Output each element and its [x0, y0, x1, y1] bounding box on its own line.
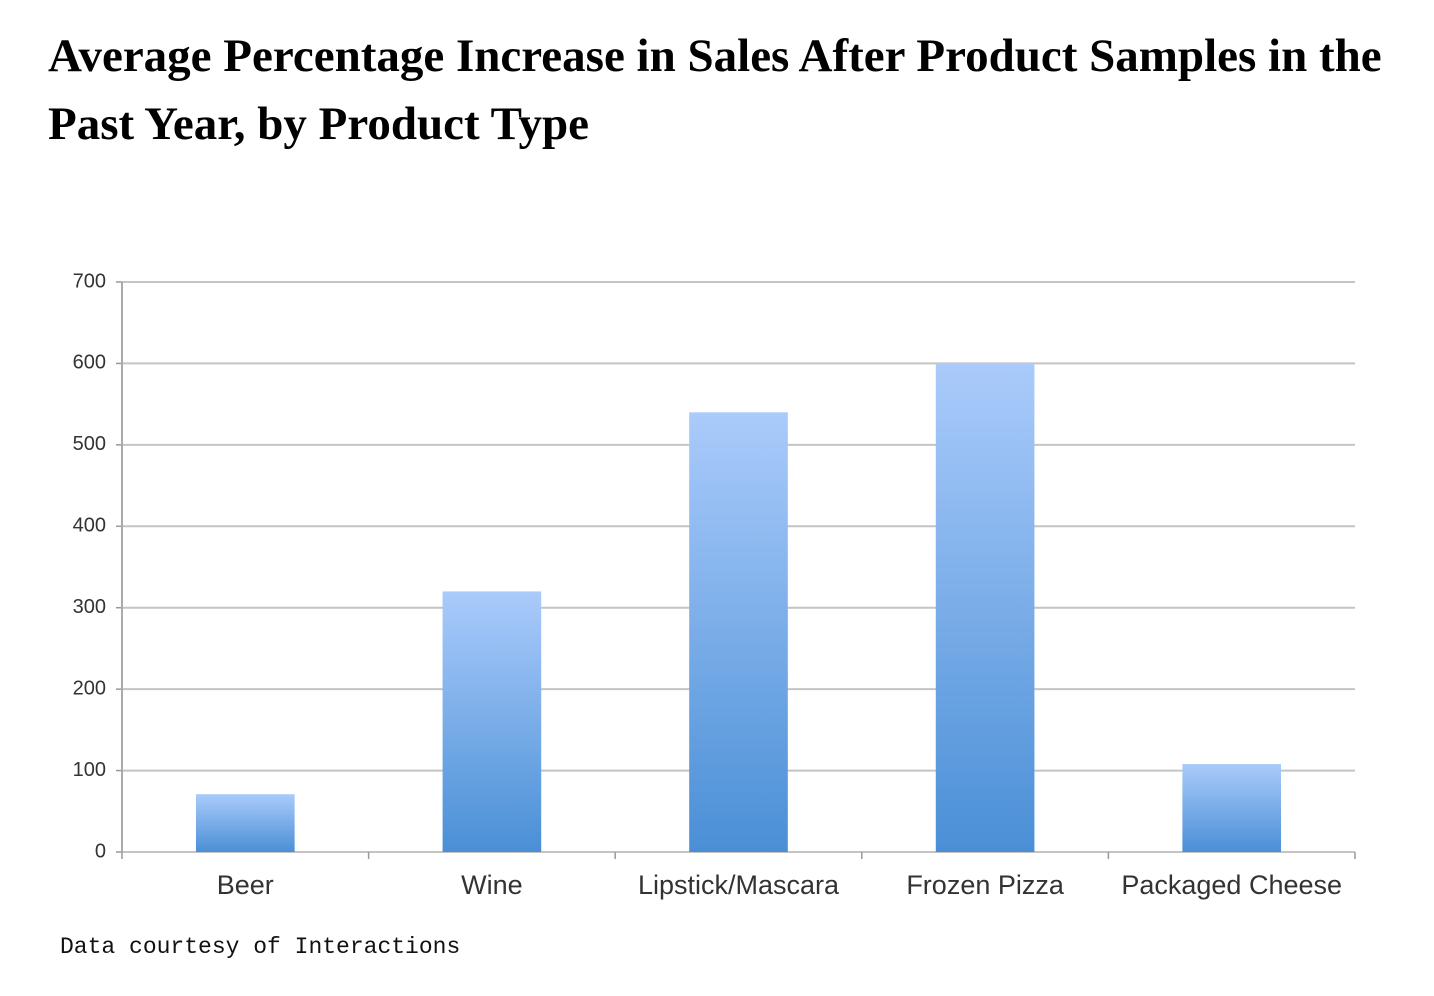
chart: 0 100 200 300 400 500 600 700 Beer Wine Lipstick/M…	[73, 270, 1356, 900]
y-tick-label: 500	[73, 433, 106, 455]
bar	[689, 412, 788, 852]
x-tick-label: Lipstick/Mascara	[638, 870, 840, 900]
x-tick-label: Wine	[461, 870, 523, 900]
x-tick-label: Packaged Cheese	[1121, 870, 1342, 900]
bar	[1182, 764, 1282, 852]
y-tick-label: 600	[73, 352, 106, 374]
y-tick-label: 400	[73, 515, 106, 537]
source-note: Data courtesy of Interactions	[60, 934, 461, 960]
x-tick-label: Frozen Pizza	[906, 870, 1065, 900]
bar	[442, 591, 542, 852]
y-tick-label: 100	[73, 759, 106, 781]
bar	[195, 794, 295, 852]
x-tick-label: Beer	[217, 870, 274, 900]
bar	[935, 363, 1035, 852]
chart-title: Average Percentage Increase in Sales Aft…	[48, 30, 1382, 150]
y-tick-label: 200	[73, 677, 106, 699]
y-tick-label: 0	[95, 840, 106, 862]
y-tick-label: 700	[73, 270, 106, 292]
y-tick-label: 300	[73, 596, 106, 618]
